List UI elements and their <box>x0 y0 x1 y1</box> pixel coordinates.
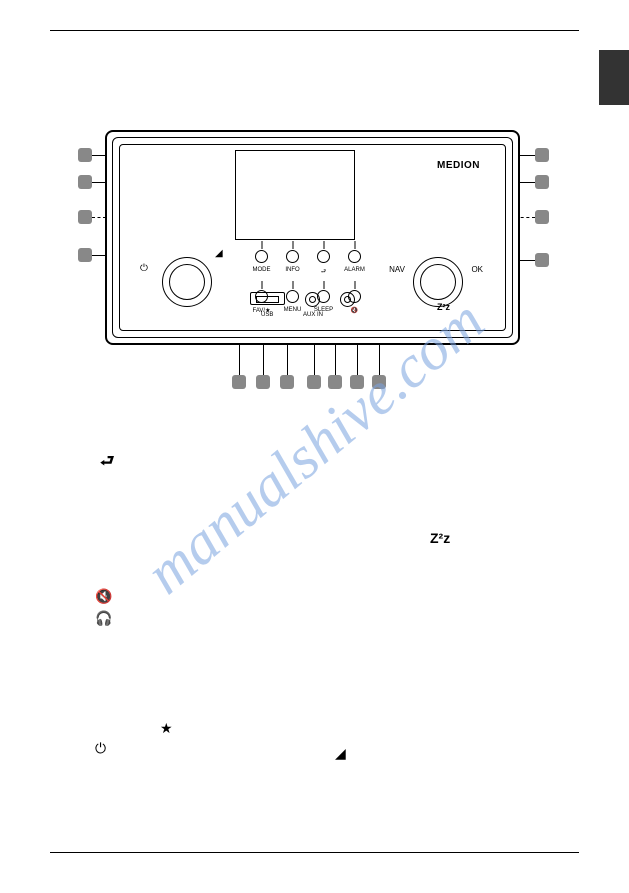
button-row-1: MODE INFO ⮐ ALARM <box>255 250 361 263</box>
back-label: ⮐ <box>321 267 326 277</box>
callout-b3 <box>280 375 294 389</box>
callout-line-b6 <box>357 345 358 375</box>
callout-b2 <box>256 375 270 389</box>
mute-label: 🔇 <box>351 307 358 314</box>
info-button: INFO <box>286 250 299 263</box>
ok-label: OK <box>471 265 483 274</box>
callout-b4 <box>307 375 321 389</box>
auxin-label: AUX IN <box>303 312 323 318</box>
callout-line-b3 <box>287 345 288 375</box>
snooze-label: Z²z <box>437 302 450 312</box>
page-rule-top <box>50 30 579 31</box>
callout-r1 <box>535 148 549 162</box>
alarm-button: ALARM <box>348 250 361 263</box>
device-front: MEDION ⏻ ◢ NAV OK Z²z MODE INFO ⮐ ALARM … <box>105 130 520 345</box>
callout-line-b7 <box>379 345 380 375</box>
mode-button: MODE <box>255 250 268 263</box>
page-rule-bottom <box>50 852 579 853</box>
brand-label: MEDION <box>437 160 480 171</box>
callout-line-b5 <box>335 345 336 375</box>
headphone-jack <box>340 292 355 307</box>
callout-b5 <box>328 375 342 389</box>
callout-b1 <box>232 375 246 389</box>
callout-l4 <box>78 248 92 262</box>
callout-line-b2 <box>263 345 264 375</box>
device-screen <box>235 150 355 240</box>
headphones-icon: 🎧 <box>95 610 112 627</box>
snooze-icon: Z²z <box>430 530 450 546</box>
volume-text-icon: ◢ <box>335 745 346 762</box>
usb-label: USB <box>261 312 273 318</box>
callout-r2 <box>535 175 549 189</box>
menu-button: MENU <box>286 290 299 303</box>
side-tab <box>599 50 629 105</box>
alarm-label: ALARM <box>344 267 365 273</box>
mode-label: MODE <box>253 267 271 273</box>
star-icon: ★ <box>160 720 173 737</box>
callout-l3 <box>78 210 92 224</box>
mute-icon: 🔇 <box>95 588 112 605</box>
power-icon: ⏻ <box>140 263 148 274</box>
device-panel: MEDION ⏻ ◢ NAV OK Z²z MODE INFO ⮐ ALARM … <box>119 144 506 331</box>
menu-label: MENU <box>284 307 302 313</box>
callout-r3 <box>535 210 549 224</box>
callout-r4 <box>535 253 549 267</box>
callout-line-b4 <box>314 345 315 375</box>
callout-b7 <box>372 375 386 389</box>
back-arrow-icon: ⮐ <box>100 450 114 477</box>
usb-port <box>250 292 285 305</box>
callout-line-b1 <box>239 345 240 375</box>
back-button: ⮐ <box>317 250 330 263</box>
power-text-icon: ⏻ <box>95 740 106 757</box>
power-knob <box>162 257 212 307</box>
callout-l1 <box>78 148 92 162</box>
info-label: INFO <box>285 267 299 273</box>
nav-label: NAV <box>389 265 405 274</box>
callout-b6 <box>350 375 364 389</box>
callout-l2 <box>78 175 92 189</box>
volume-icon: ◢ <box>215 248 223 259</box>
auxin-jack <box>305 292 320 307</box>
nav-knob <box>413 257 463 307</box>
